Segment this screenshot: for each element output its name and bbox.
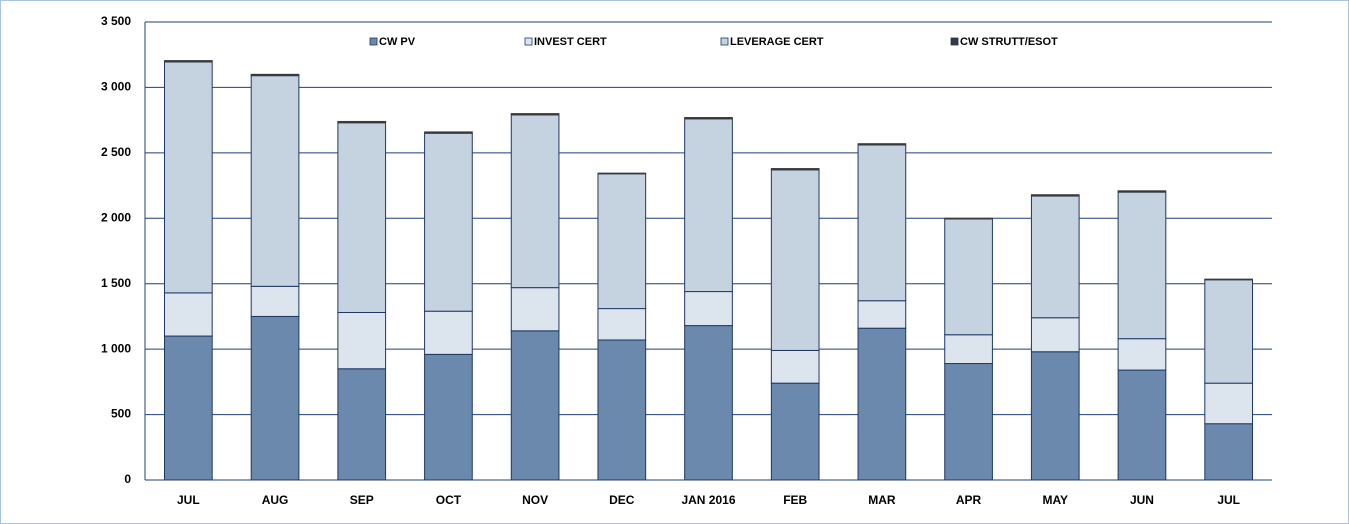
x-tick-label: MAR xyxy=(868,493,896,507)
bar-segment xyxy=(424,353,473,481)
y-tick-label: 2 000 xyxy=(101,210,131,224)
bar-segment xyxy=(510,114,560,289)
bar-segment xyxy=(164,60,213,63)
bar-segment xyxy=(337,368,387,481)
legend-label: CW PV xyxy=(379,36,416,48)
bar-segment xyxy=(1030,194,1080,197)
bar-segment xyxy=(770,382,820,481)
x-tick-label: APR xyxy=(956,493,982,507)
bar-segment xyxy=(337,120,387,124)
bar-segment xyxy=(337,122,387,314)
x-tick-label: SEP xyxy=(350,493,374,507)
x-tick-label: MAY xyxy=(1042,493,1068,507)
bar-segment xyxy=(510,113,560,116)
bar-segment xyxy=(597,339,647,481)
legend-swatch xyxy=(369,37,378,46)
bar-segment xyxy=(164,292,213,337)
x-tick-label: NOV xyxy=(522,493,548,507)
bar-segment xyxy=(510,330,560,481)
legend-label: LEVERAGE CERT xyxy=(730,36,824,48)
bar-segment xyxy=(424,131,473,134)
bar-segment xyxy=(684,291,733,327)
bar-segment xyxy=(1204,278,1253,281)
bar-segment xyxy=(770,349,820,384)
bar-segment xyxy=(944,218,993,336)
x-tick-label: AUG xyxy=(262,493,289,507)
x-tick-label: JAN 2016 xyxy=(681,493,735,507)
bar-segment xyxy=(857,327,907,481)
x-tick-label: JUL xyxy=(177,493,200,507)
bar-segment xyxy=(684,118,733,293)
bar-segment xyxy=(597,173,647,310)
y-tick-label: 2 500 xyxy=(101,145,131,159)
bar-segment xyxy=(1117,190,1167,193)
bar-segment xyxy=(1030,351,1080,481)
bar-segment xyxy=(1117,338,1167,371)
legend-label: CW STRUTT/ESOT xyxy=(960,36,1058,48)
bar-segment xyxy=(250,315,300,481)
x-tick-label: JUL xyxy=(1217,493,1240,507)
bar-segment xyxy=(1117,369,1167,481)
y-tick-label: 1 000 xyxy=(101,341,131,355)
bar-segment xyxy=(250,285,300,317)
bar-segment xyxy=(164,335,213,481)
bar-segment xyxy=(944,334,993,365)
x-tick-label: DEC xyxy=(609,493,635,507)
legend-swatch xyxy=(720,37,729,46)
bar-segment xyxy=(944,217,993,220)
bar-segment xyxy=(424,132,473,312)
y-tick-label: 3 500 xyxy=(101,14,131,28)
bar-segment xyxy=(1030,195,1080,319)
bar-segment xyxy=(1204,279,1253,384)
bar-segment xyxy=(597,308,647,341)
bar-segment xyxy=(337,312,387,370)
legend-swatch xyxy=(950,37,959,46)
y-tick-label: 500 xyxy=(111,407,131,421)
bar-segment xyxy=(424,310,473,355)
bar-segment xyxy=(164,61,213,294)
bar-segment xyxy=(857,143,907,146)
bar-segment xyxy=(597,172,647,175)
bar-segment xyxy=(770,168,820,171)
bar-segment xyxy=(250,75,300,287)
bar-segment xyxy=(510,287,560,332)
y-tick-label: 3 000 xyxy=(101,80,131,94)
bar-segment xyxy=(857,144,907,302)
bar-segment xyxy=(1204,382,1253,425)
y-tick-label: 0 xyxy=(124,472,131,486)
bar-segment xyxy=(1117,191,1167,340)
legend-label: INVEST CERT xyxy=(534,36,607,48)
bar-segment xyxy=(684,325,733,481)
bar-segment xyxy=(250,73,300,77)
bar-segment xyxy=(944,363,993,481)
legend-swatch xyxy=(524,37,533,46)
x-tick-label: OCT xyxy=(436,493,462,507)
bar-segment xyxy=(857,300,907,329)
bar-segment xyxy=(1030,317,1080,353)
bar-segment xyxy=(684,117,733,120)
bar-segment xyxy=(770,169,820,351)
x-tick-label: FEB xyxy=(783,493,807,507)
bar-segment xyxy=(1204,423,1253,481)
x-tick-label: JUN xyxy=(1130,493,1154,507)
y-tick-label: 1 500 xyxy=(101,276,131,290)
